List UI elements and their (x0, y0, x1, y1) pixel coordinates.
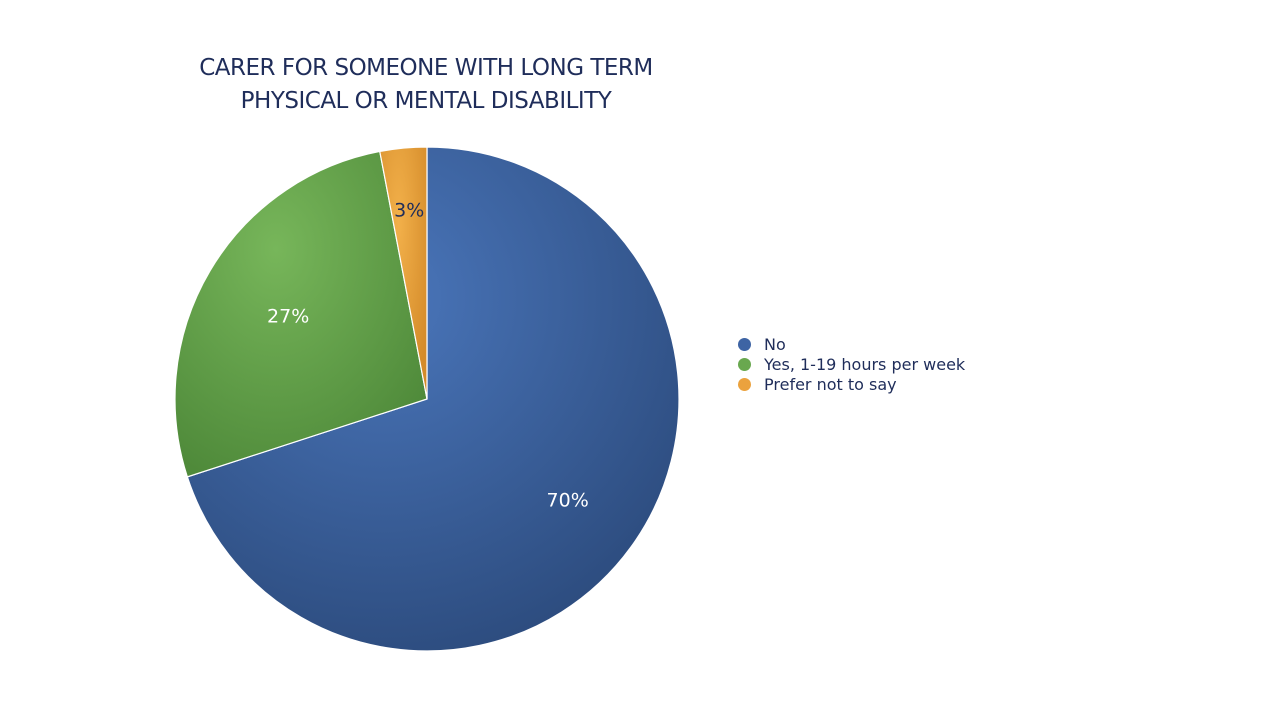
legend-item-no: No (738, 334, 1138, 354)
chart-title-line-2: PHYSICAL OR MENTAL DISABILITY (240, 88, 612, 114)
legend-marker-prefer-not-to-say (738, 377, 751, 391)
chart-title-line-1: CARER FOR SOMEONE WITH LONG TERM (199, 55, 653, 81)
legend-marker-no (738, 337, 751, 351)
legend-label-no: No (764, 334, 786, 354)
legend-label-prefer-not-to-say: Prefer not to say (764, 374, 897, 394)
data-label-prefer-not-to-say: 3% (394, 199, 424, 221)
pie-slice-no (186, 146, 680, 652)
data-label-yes: 27% (267, 305, 309, 327)
pie-slice-prefer-not-to-say (379, 146, 428, 400)
chart-title: CARER FOR SOMEONE WITH LONG TERM PHYSICA… (120, 52, 732, 118)
legend-item-yes: Yes, 1-19 hours per week (738, 354, 1138, 374)
legend-item-prefer-not-to-say: Prefer not to say (738, 374, 1138, 394)
legend: No Yes, 1-19 hours per week Prefer not t… (738, 334, 1138, 394)
data-label-no: 70% (547, 490, 589, 512)
legend-marker-yes (738, 357, 751, 371)
pie-slice-yes (174, 150, 428, 478)
legend-label-yes: Yes, 1-19 hours per week (764, 354, 966, 374)
